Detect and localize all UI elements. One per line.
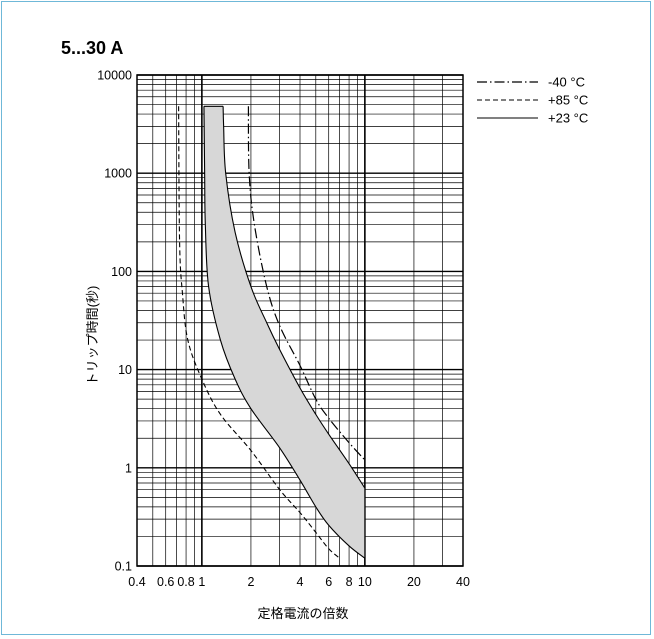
tolerance-band [203,106,365,559]
y-tick-label: 1 [125,461,132,475]
plot-border [136,74,464,567]
x-tick-label: 4 [297,575,304,589]
x-tick-label: 20 [407,575,421,589]
x-tick-label: 0.8 [177,575,194,589]
legend-label: +85 °C [548,93,588,108]
y-tick-label: 10 [118,363,132,377]
tolerance-band-fill [203,106,365,559]
chart-title: 5...30 A [61,38,124,58]
x-tick-label: 40 [456,575,470,589]
y-tick-label: 0.1 [115,560,132,574]
x-tick-label: 6 [325,575,332,589]
curve-dash-dot [247,106,366,461]
curve-dashed [178,106,340,559]
x-tick-label: 10 [358,575,372,589]
y-tick-label: 1000 [104,167,132,181]
y-tick-label: 10000 [97,69,132,83]
x-tick-label: 2 [247,575,254,589]
legend-label: -40 °C [548,75,585,90]
y-axis-label: トリップ時間(秒) [85,286,100,386]
x-tick-label: 8 [346,575,353,589]
grid [136,74,464,567]
x-tick-labels: 0.4 0.6 0.8 1 2 4 6 8 10 20 40 [128,575,470,589]
curve-23c-upper [222,106,366,489]
y-tick-label: 100 [111,265,132,279]
series-curves [178,105,366,559]
x-axis-label: 定格電流の倍数 [257,606,348,621]
x-tick-label: 0.6 [157,575,174,589]
legend-label: +23 °C [548,111,588,126]
y-tick-labels: 0.1 1 10 100 1000 10000 [97,69,132,574]
x-tick-label: 1 [198,575,205,589]
curve-23c-lower [203,106,366,559]
x-tick-label: 0.4 [128,575,145,589]
legend: -40 °C +85 °C +23 °C [477,75,588,126]
